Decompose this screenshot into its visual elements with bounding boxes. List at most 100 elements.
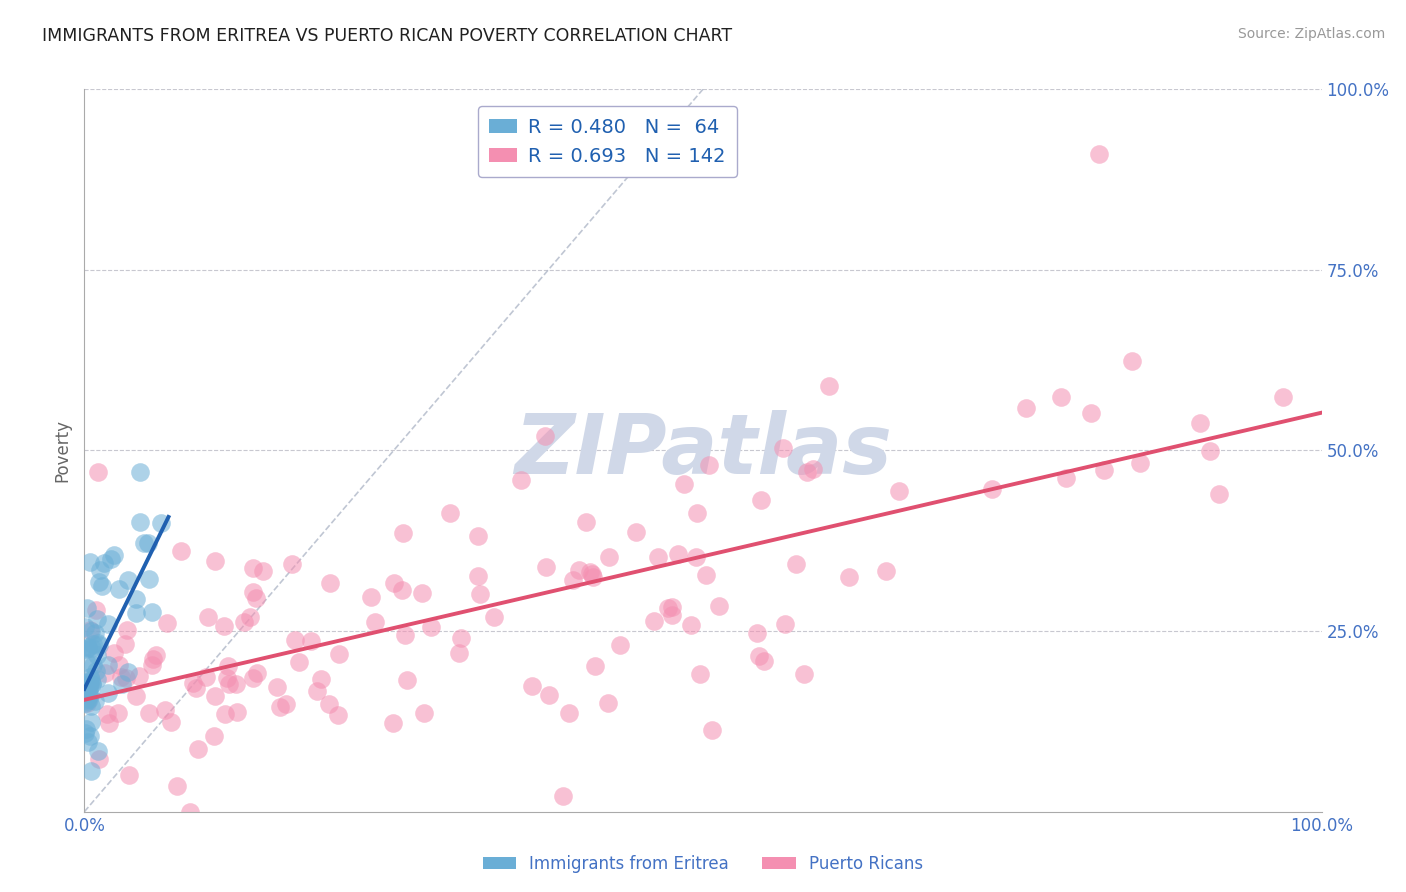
- Point: [1272, 390, 1295, 404]
- Point: [1015, 401, 1038, 415]
- Point: [86, 648, 108, 663]
- Point: [138, 706, 160, 721]
- Point: [110, 670, 132, 684]
- Point: [218, 677, 240, 691]
- Point: [80, 714, 103, 729]
- Point: [838, 570, 860, 584]
- Point: [93, 666, 115, 681]
- Point: [581, 566, 603, 581]
- Point: [75, 675, 97, 690]
- Point: [225, 677, 247, 691]
- Point: [181, 676, 204, 690]
- Point: [538, 688, 561, 702]
- Point: [215, 671, 238, 685]
- Point: [266, 680, 288, 694]
- Point: [194, 670, 217, 684]
- Point: [97, 616, 120, 631]
- Point: [79, 623, 101, 637]
- Text: IMMIGRANTS FROM ERITREA VS PUERTO RICAN POVERTY CORRELATION CHART: IMMIGRANTS FROM ERITREA VS PUERTO RICAN …: [42, 27, 733, 45]
- Point: [125, 689, 148, 703]
- Point: [96, 706, 118, 721]
- Point: [818, 379, 841, 393]
- Point: [695, 568, 717, 582]
- Point: [305, 683, 328, 698]
- Point: [269, 699, 291, 714]
- Point: [150, 516, 173, 530]
- Point: [115, 671, 138, 685]
- Point: [468, 587, 491, 601]
- Point: [73, 696, 96, 710]
- Point: [84, 603, 107, 617]
- Point: [86, 672, 108, 686]
- Point: [1080, 406, 1102, 420]
- Point: [170, 544, 193, 558]
- Point: [288, 655, 311, 669]
- Point: [875, 564, 897, 578]
- Point: [87, 465, 110, 479]
- Point: [328, 648, 350, 662]
- Point: [79, 624, 101, 638]
- Point: [1088, 147, 1111, 161]
- Point: [77, 682, 100, 697]
- Point: [225, 705, 247, 719]
- Point: [79, 670, 101, 684]
- Point: [75, 620, 97, 634]
- Point: [450, 631, 472, 645]
- Point: [86, 612, 108, 626]
- Point: [796, 465, 818, 479]
- Point: [568, 563, 591, 577]
- Point: [412, 706, 434, 720]
- Point: [87, 744, 110, 758]
- Point: [681, 617, 703, 632]
- Point: [124, 606, 146, 620]
- Point: [179, 805, 201, 819]
- Point: [77, 688, 100, 702]
- Point: [689, 667, 711, 681]
- Point: [242, 672, 264, 686]
- Point: [75, 722, 97, 736]
- Point: [439, 506, 461, 520]
- Point: [76, 692, 98, 706]
- Point: [80, 698, 103, 713]
- Point: [598, 549, 620, 564]
- Point: [551, 789, 574, 804]
- Point: [77, 675, 100, 690]
- Point: [596, 696, 619, 710]
- Point: [155, 616, 177, 631]
- Point: [785, 558, 807, 572]
- Point: [583, 658, 606, 673]
- Point: [204, 554, 226, 568]
- Point: [79, 677, 101, 691]
- Point: [79, 689, 101, 703]
- Point: [82, 637, 104, 651]
- Point: [284, 632, 307, 647]
- Point: [118, 768, 141, 782]
- Point: [1129, 456, 1152, 470]
- Point: [773, 616, 796, 631]
- Point: [108, 582, 131, 597]
- Point: [520, 679, 543, 693]
- Point: [467, 569, 489, 583]
- Point: [579, 566, 602, 580]
- Point: [319, 576, 342, 591]
- Point: [129, 515, 152, 529]
- Point: [100, 552, 122, 566]
- Point: [202, 729, 225, 743]
- Point: [395, 673, 418, 687]
- Point: [749, 492, 772, 507]
- Point: [624, 525, 647, 540]
- Point: [793, 666, 815, 681]
- Point: [252, 564, 274, 578]
- Point: [79, 555, 101, 569]
- Point: [534, 429, 557, 443]
- Point: [643, 614, 665, 628]
- Point: [281, 558, 304, 572]
- Point: [145, 648, 167, 662]
- Legend: Immigrants from Eritrea, Puerto Ricans: Immigrants from Eritrea, Puerto Ricans: [477, 848, 929, 880]
- Point: [748, 648, 770, 663]
- Point: [87, 752, 110, 766]
- Point: [89, 563, 111, 577]
- Point: [1199, 444, 1222, 458]
- Point: [419, 620, 441, 634]
- Point: [381, 715, 404, 730]
